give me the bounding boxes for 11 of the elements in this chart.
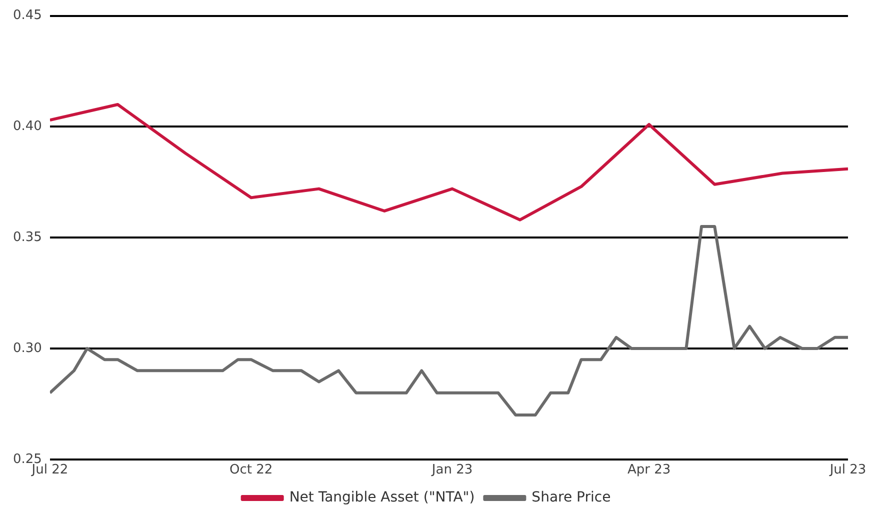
x-tick-label: Apr 23 (627, 462, 671, 478)
y-tick-label: 0.35 (12, 230, 42, 245)
x-tick-label: Oct 22 (230, 462, 273, 478)
legend-label: Share Price (532, 490, 611, 506)
x-tick-label: Jul 23 (828, 462, 866, 478)
x-tick-label: Jan 23 (430, 462, 473, 478)
y-tick-label: 0.40 (12, 119, 42, 134)
y-tick-label: 0.30 (12, 340, 42, 356)
legend-label: Net Tangible Asset ("NTA") (289, 490, 475, 506)
y-tick-label: 0.45 (12, 8, 42, 24)
x-tick-label: Jul 22 (30, 462, 68, 478)
